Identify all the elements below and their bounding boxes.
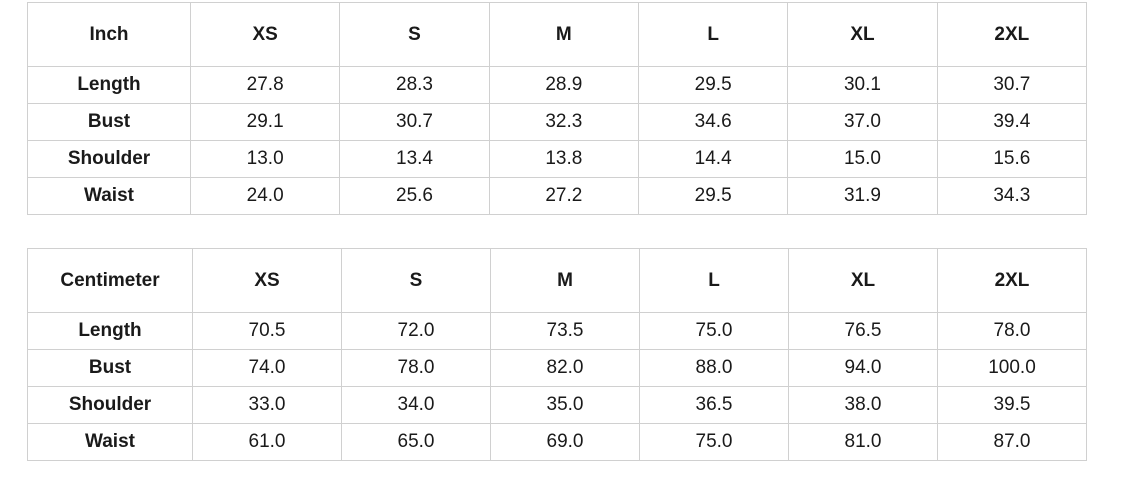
table-cell: 39.5 <box>937 386 1087 424</box>
table-cell: 100.0 <box>937 349 1087 387</box>
table-cell: 27.2 <box>488 177 639 215</box>
table-cell: 37.0 <box>787 103 938 141</box>
row-label: Length <box>27 66 191 104</box>
table-cell: 29.5 <box>637 66 789 104</box>
table-cell: 78.0 <box>341 349 491 387</box>
table-cell: 35.0 <box>490 386 640 424</box>
table-cell: 87.0 <box>937 423 1087 461</box>
header-cell: L <box>639 248 789 313</box>
table-cell: 69.0 <box>490 423 640 461</box>
header-row: Inch XS S M L XL 2XL <box>27 2 1087 67</box>
size-table: Centimeter XS S M L XL 2XL Length 70.5 72.0 73.5 75… <box>27 248 1087 461</box>
table-cell: 13.8 <box>488 140 639 178</box>
row-label: Shoulder <box>27 140 191 178</box>
table-cell: 30.7 <box>339 103 490 141</box>
table-cell: 31.9 <box>787 177 938 215</box>
header-cell: 2XL <box>936 2 1087 67</box>
table-cell: 70.5 <box>192 312 342 350</box>
table-cell: 15.6 <box>936 140 1087 178</box>
table-cell: 38.0 <box>788 386 938 424</box>
header-cell: XS <box>189 2 341 67</box>
header-row: Centimeter XS S M L XL 2XL <box>27 248 1087 313</box>
table-cell: 34.6 <box>637 103 789 141</box>
table-row: Waist 61.0 65.0 69.0 75.0 81.0 87.0 <box>27 423 1087 461</box>
table-cell: 61.0 <box>192 423 342 461</box>
row-label: Bust <box>27 349 193 387</box>
table-cell: 74.0 <box>192 349 342 387</box>
table-cell: 75.0 <box>639 312 789 350</box>
header-cell: M <box>490 248 640 313</box>
table-cell: 94.0 <box>788 349 938 387</box>
row-label: Length <box>27 312 193 350</box>
table-cell: 13.0 <box>189 140 341 178</box>
row-label: Waist <box>27 423 193 461</box>
table-cell: 15.0 <box>787 140 938 178</box>
header-cell: XS <box>192 248 342 313</box>
table-cell: 81.0 <box>788 423 938 461</box>
table-cell: 27.8 <box>189 66 341 104</box>
header-cell: Inch <box>27 2 191 67</box>
table-cell: 32.3 <box>488 103 639 141</box>
table-cell: 30.1 <box>787 66 938 104</box>
header-cell: XL <box>787 2 938 67</box>
header-cell: M <box>488 2 639 67</box>
table-body: Inch XS S M L XL 2XL Length 27.8 28.3 28.9 29.5 30.1… <box>27 2 1087 215</box>
table-cell: 33.0 <box>192 386 342 424</box>
table-row: Bust 74.0 78.0 82.0 88.0 94.0 100.0 <box>27 349 1087 387</box>
header-cell: Centimeter <box>27 248 193 313</box>
table-cell: 34.0 <box>341 386 491 424</box>
table-row: Length 27.8 28.3 28.9 29.5 30.1 30.7 <box>27 66 1087 104</box>
table-cell: 28.3 <box>339 66 490 104</box>
row-label: Waist <box>27 177 191 215</box>
table-row: Shoulder 13.0 13.4 13.8 14.4 15.0 15.6 <box>27 140 1087 178</box>
table-row: Length 70.5 72.0 73.5 75.0 76.5 78.0 <box>27 312 1087 350</box>
header-cell: 2XL <box>937 248 1087 313</box>
header-cell: S <box>341 248 491 313</box>
table-cell: 29.5 <box>637 177 789 215</box>
table-cell: 72.0 <box>341 312 491 350</box>
row-label: Bust <box>27 103 191 141</box>
row-label: Shoulder <box>27 386 193 424</box>
table-cell: 88.0 <box>639 349 789 387</box>
table-cell: 82.0 <box>490 349 640 387</box>
table-cell: 76.5 <box>788 312 938 350</box>
table-cell: 36.5 <box>639 386 789 424</box>
table-cell: 39.4 <box>936 103 1087 141</box>
table-cell: 34.3 <box>936 177 1087 215</box>
header-cell: XL <box>788 248 938 313</box>
table-cell: 73.5 <box>490 312 640 350</box>
table-cell: 65.0 <box>341 423 491 461</box>
table-cell: 78.0 <box>937 312 1087 350</box>
header-cell: S <box>339 2 490 67</box>
table-cell: 25.6 <box>339 177 490 215</box>
table-cell: 24.0 <box>189 177 341 215</box>
table-body: Centimeter XS S M L XL 2XL Length 70.5 72.0 73.5 75… <box>27 248 1087 461</box>
table-cell: 30.7 <box>936 66 1087 104</box>
table-cell: 13.4 <box>339 140 490 178</box>
table-cell: 14.4 <box>637 140 789 178</box>
table-row: Shoulder 33.0 34.0 35.0 36.5 38.0 39.5 <box>27 386 1087 424</box>
table-cell: 28.9 <box>488 66 639 104</box>
table-row: Bust 29.1 30.7 32.3 34.6 37.0 39.4 <box>27 103 1087 141</box>
size-table: Inch XS S M L XL 2XL Length 27.8 28.3 28.9 29.5 30.1… <box>27 2 1087 215</box>
table-cell: 29.1 <box>189 103 341 141</box>
header-cell: L <box>637 2 789 67</box>
table-cell: 75.0 <box>639 423 789 461</box>
table-row: Waist 24.0 25.6 27.2 29.5 31.9 34.3 <box>27 177 1087 215</box>
